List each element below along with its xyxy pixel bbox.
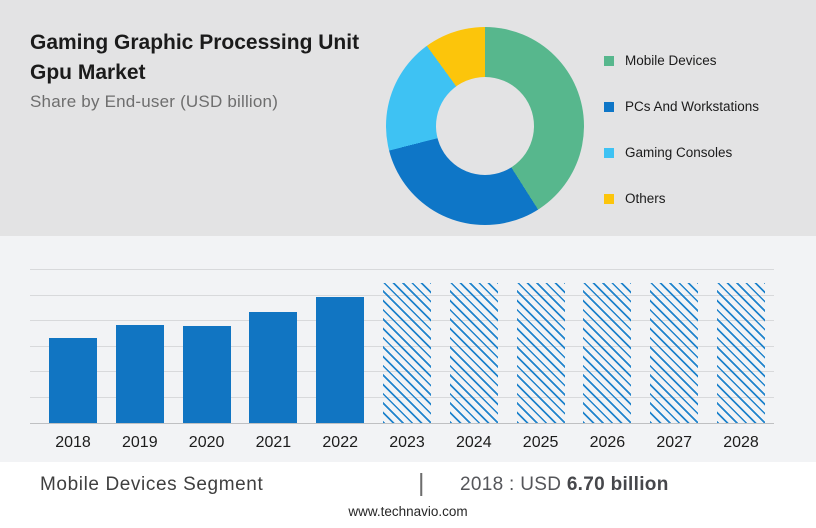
bar-2022 — [316, 296, 365, 423]
legend-item-pcs-and-workstations: PCs And Workstations — [604, 99, 759, 114]
bar-2024 — [449, 282, 498, 423]
x-label-2019: 2019 — [122, 434, 158, 451]
header-section: Gaming Graphic Processing Unit Gpu Marke… — [0, 0, 816, 236]
x-label-2021: 2021 — [255, 434, 292, 451]
bar-plot-area — [30, 269, 774, 424]
x-label-2018: 2018 — [55, 434, 91, 451]
bar-2026 — [583, 282, 632, 423]
separator-bar: | — [418, 469, 425, 497]
bar-2025 — [516, 282, 565, 423]
legend-item-gaming-consoles: Gaming Consoles — [604, 145, 759, 160]
bar-2027 — [650, 282, 699, 423]
gridline-12 — [30, 269, 774, 270]
x-axis-line — [30, 423, 774, 424]
legend-item-label: PCs And Workstations — [625, 99, 760, 114]
x-axis-labels: 2018 2019 2020 2021 2022 2023 2024 2025 2026 2027… — [30, 434, 774, 454]
legend-swatch-icon — [604, 193, 614, 204]
legend-swatch-icon — [604, 55, 614, 66]
legend-item-label: Mobile Devices — [625, 53, 717, 68]
legend-item-others: Others — [604, 191, 759, 206]
bar-chart-section: 2018 2019 2020 2021 2022 2023 2024 2025 2026 2027… — [0, 236, 816, 462]
x-label-2023: 2023 — [389, 434, 425, 451]
legend-swatch-icon — [604, 147, 614, 158]
x-label-2020: 2020 — [188, 434, 225, 451]
bar-2023 — [383, 282, 431, 423]
legend-item-label: Gaming Consoles — [625, 145, 733, 160]
value-prefix: 2018 : USD — [460, 474, 567, 495]
x-label-2027: 2027 — [656, 434, 692, 451]
page-title: Gaming Graphic Processing Unit Gpu Marke… — [30, 31, 360, 85]
value-amount: 6.70 billion — [566, 474, 669, 495]
bar-2018 — [49, 337, 97, 423]
page-subtitle: Share by End-user (USD billion) — [30, 92, 279, 111]
donut-legend: Mobile Devices PCs And Workstations Gaming… — [604, 53, 759, 206]
x-label-2026: 2026 — [589, 434, 626, 451]
x-label-2022: 2022 — [322, 434, 358, 451]
donut-hole — [436, 77, 534, 175]
bar-2021 — [249, 312, 298, 423]
bar-2020 — [182, 326, 231, 423]
bar-2019 — [115, 324, 164, 423]
website-link[interactable]: www.technavio.com — [348, 504, 468, 519]
legend-item-label: Others — [625, 191, 666, 206]
x-label-2025: 2025 — [522, 434, 559, 451]
donut-chart — [386, 27, 584, 225]
x-label-2024: 2024 — [456, 434, 492, 451]
footer-section: Mobile Devices Segment | 2018 : USD 6.70… — [0, 462, 816, 528]
legend-swatch-icon — [604, 101, 614, 112]
legend-item-mobile-devices: Mobile Devices — [604, 53, 759, 68]
x-label-2028: 2028 — [723, 434, 759, 451]
segment-value: 2018 : USD 6.70 billion — [460, 474, 669, 496]
bar-2028 — [717, 282, 765, 423]
segment-label: Mobile Devices Segment — [40, 474, 264, 495]
